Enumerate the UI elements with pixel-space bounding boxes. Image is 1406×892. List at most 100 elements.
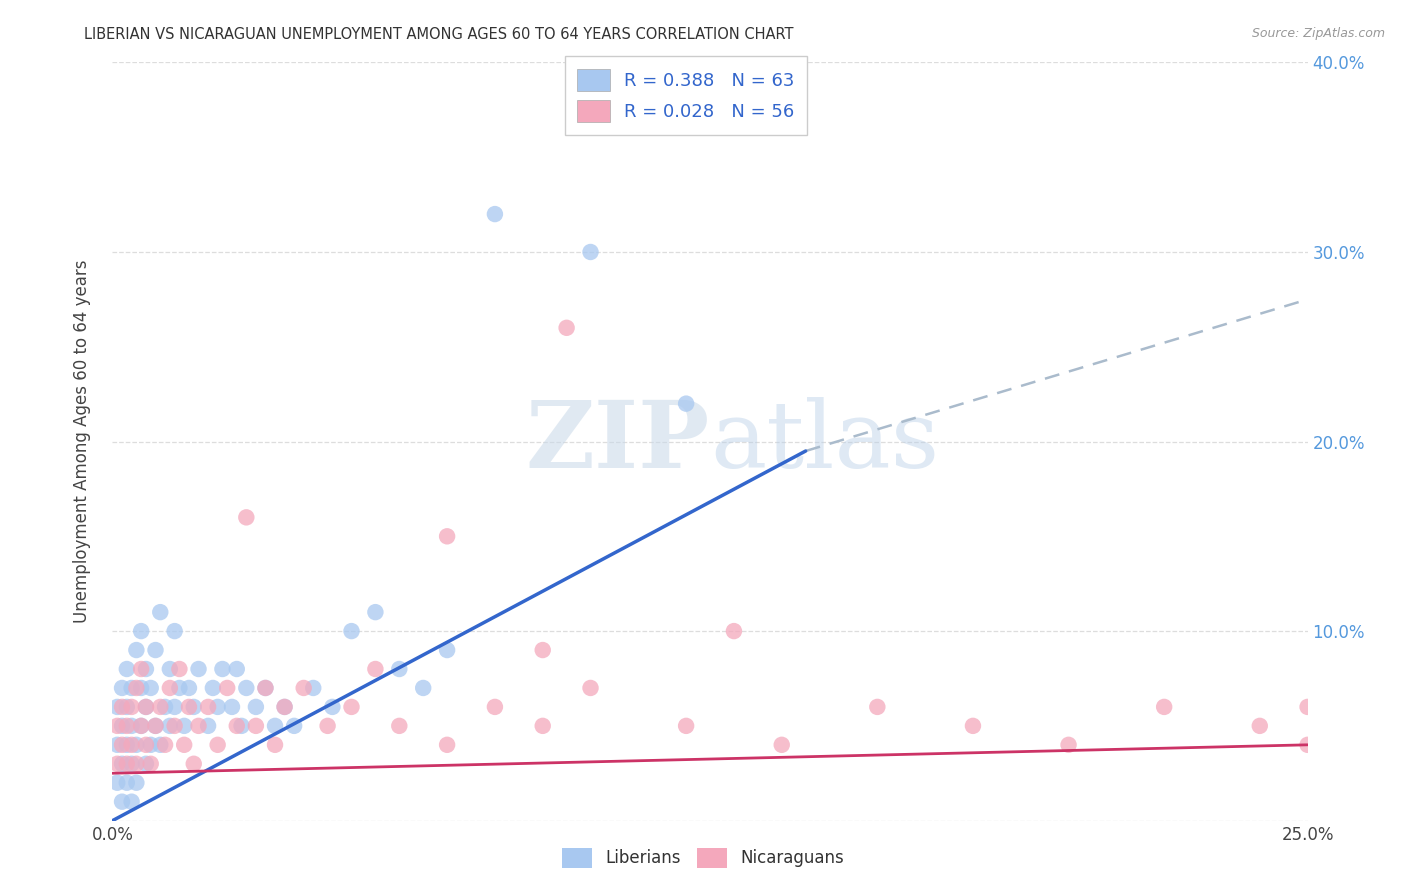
Point	[169, 681, 191, 695]
Point	[129, 662, 152, 676]
Point	[121, 699, 143, 714]
Point	[135, 699, 157, 714]
Point	[283, 719, 305, 733]
Point	[187, 719, 209, 733]
Point	[121, 756, 143, 771]
Point	[254, 681, 277, 695]
Point	[105, 699, 128, 714]
Point	[364, 662, 387, 676]
Point	[105, 719, 128, 733]
Point	[111, 756, 134, 771]
Point	[139, 756, 162, 771]
Point	[129, 624, 152, 639]
Point	[207, 699, 229, 714]
Point	[121, 738, 143, 752]
Point	[579, 244, 602, 259]
Point	[187, 662, 209, 676]
Point	[1296, 699, 1319, 714]
Text: atlas: atlas	[710, 397, 939, 486]
Point	[197, 699, 219, 714]
Point	[211, 662, 233, 676]
Point	[115, 738, 138, 752]
Point	[217, 681, 239, 695]
Point	[135, 699, 157, 714]
Point	[153, 738, 176, 752]
Point	[245, 699, 267, 714]
Point	[484, 207, 506, 221]
Point	[125, 643, 148, 657]
Point	[173, 719, 195, 733]
Point	[115, 776, 138, 790]
Text: Source: ZipAtlas.com: Source: ZipAtlas.com	[1251, 27, 1385, 40]
Point	[159, 719, 181, 733]
Point	[129, 681, 152, 695]
Point	[149, 605, 172, 619]
Point	[264, 738, 287, 752]
Point	[388, 662, 411, 676]
Point	[1057, 738, 1080, 752]
Point	[125, 738, 148, 752]
Point	[321, 699, 343, 714]
Point	[135, 756, 157, 771]
Point	[115, 719, 138, 733]
Point	[235, 681, 257, 695]
Point	[177, 681, 200, 695]
Point	[125, 681, 148, 695]
Point	[231, 719, 253, 733]
Point	[436, 529, 458, 543]
Point	[197, 719, 219, 733]
Point	[121, 719, 143, 733]
Point	[245, 719, 267, 733]
Point	[183, 699, 205, 714]
Point	[675, 719, 697, 733]
Point	[139, 681, 162, 695]
Point	[207, 738, 229, 752]
Point	[159, 681, 181, 695]
Point	[163, 699, 186, 714]
Point	[153, 699, 176, 714]
Point	[770, 738, 793, 752]
Point	[145, 719, 167, 733]
Point	[531, 719, 554, 733]
Point	[675, 396, 697, 410]
Point	[125, 756, 148, 771]
Point	[183, 756, 205, 771]
Point	[105, 738, 128, 752]
Point	[723, 624, 745, 639]
Point	[1296, 738, 1319, 752]
Point	[105, 756, 128, 771]
Point	[1153, 699, 1175, 714]
Point	[264, 719, 287, 733]
Text: LIBERIAN VS NICARAGUAN UNEMPLOYMENT AMONG AGES 60 TO 64 YEARS CORRELATION CHART: LIBERIAN VS NICARAGUAN UNEMPLOYMENT AMON…	[84, 27, 794, 42]
Point	[129, 719, 152, 733]
Point	[111, 719, 134, 733]
Point	[105, 776, 128, 790]
Point	[579, 681, 602, 695]
Point	[135, 662, 157, 676]
Legend: R = 0.388   N = 63, R = 0.028   N = 56: R = 0.388 N = 63, R = 0.028 N = 56	[565, 56, 807, 135]
Point	[436, 738, 458, 752]
Point	[173, 738, 195, 752]
Point	[531, 643, 554, 657]
Point	[163, 624, 186, 639]
Point	[111, 681, 134, 695]
Point	[135, 738, 157, 752]
Y-axis label: Unemployment Among Ages 60 to 64 years: Unemployment Among Ages 60 to 64 years	[73, 260, 91, 624]
Point	[221, 699, 243, 714]
Point	[111, 699, 134, 714]
Point	[364, 605, 387, 619]
Point	[235, 510, 257, 524]
Point	[866, 699, 889, 714]
Point	[115, 756, 138, 771]
Point	[412, 681, 434, 695]
Point	[169, 662, 191, 676]
Text: ZIP: ZIP	[526, 397, 710, 486]
Legend: Liberians, Nicaraguans: Liberians, Nicaraguans	[555, 841, 851, 875]
Point	[125, 776, 148, 790]
Point	[316, 719, 339, 733]
Point	[111, 738, 134, 752]
Point	[129, 719, 152, 733]
Point	[225, 719, 247, 733]
Point	[115, 699, 138, 714]
Point	[225, 662, 247, 676]
